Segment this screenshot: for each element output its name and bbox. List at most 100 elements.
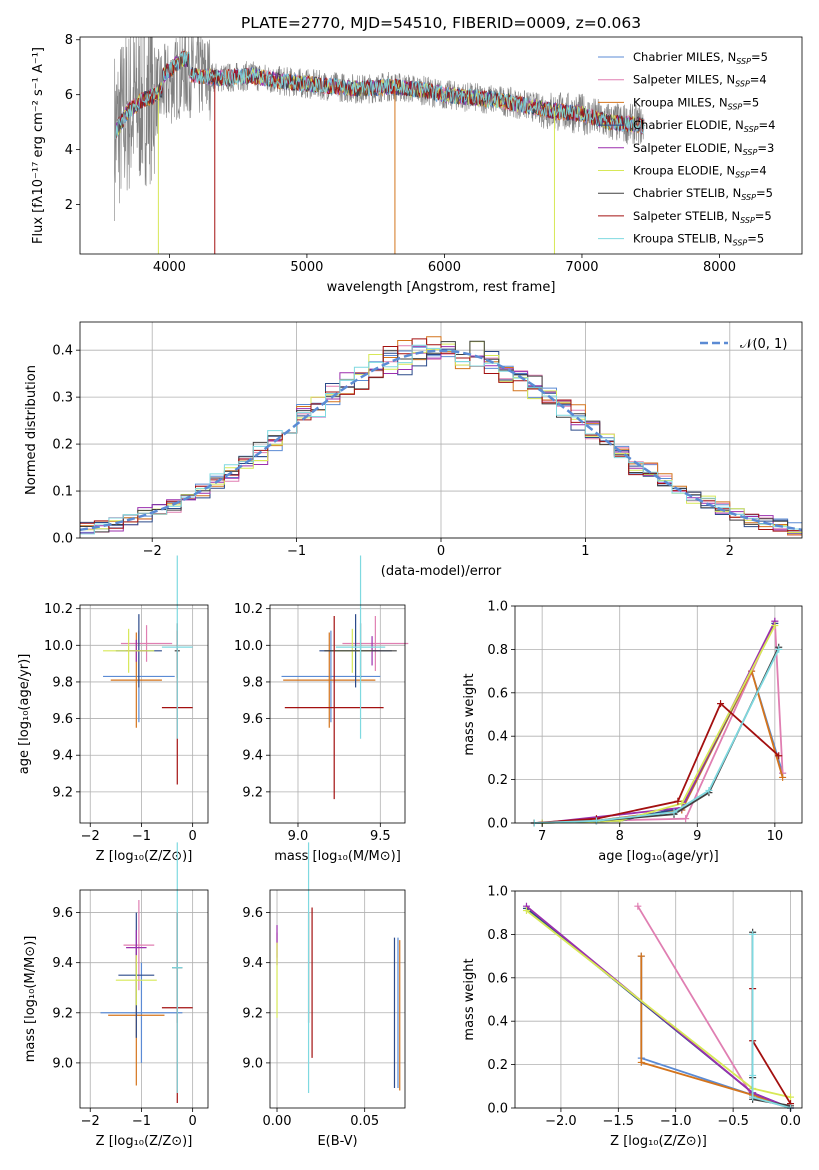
- weight-marker: [775, 752, 783, 760]
- y-tick-label: 9.2: [242, 1006, 263, 1021]
- x-tick-label: −2: [81, 829, 100, 844]
- weight-marker: [749, 930, 757, 938]
- x-tick-label: 9.0: [288, 829, 309, 844]
- x-tick-label: 0.05: [350, 1114, 379, 1129]
- weight-line: [534, 646, 780, 824]
- y-tick-label: 0.8: [487, 643, 508, 658]
- weight-line: [534, 668, 784, 824]
- x-tick-label: −1.5: [603, 1114, 635, 1129]
- y-tick-label: 0.0: [52, 532, 73, 547]
- spectrum-panel: 4000 5000 6000 7000 8000 2 4 6 8 wavelength [Angs…: [31, 14, 803, 295]
- observed-spectrum: [114, 37, 646, 222]
- y-tick-label: 0.0: [487, 1102, 508, 1117]
- y-tick-label: 10.0: [44, 639, 73, 654]
- y-tick-label: 10.2: [44, 602, 73, 617]
- age_vs_Z-panel: −2 −1 0 9.2 9.4 9.6 9.8 10.0 10.2 Z [log₁₀(Z/Z⊙)]…: [17, 555, 209, 864]
- weight-line: [542, 622, 776, 824]
- y-tick-label: 0.6: [487, 971, 508, 986]
- x-tick-label: 0.00: [263, 1114, 292, 1129]
- y-tick-label: 2: [65, 198, 73, 213]
- y-axis-label: Flux [fλ10⁻¹⁷ erg cm⁻² s⁻¹ A⁻¹]: [31, 47, 46, 244]
- y-tick-label: 9.8: [52, 675, 73, 690]
- y-tick-label: 6: [65, 88, 73, 103]
- y-tick-label: 9.4: [242, 956, 263, 971]
- x-tick-label: 0.0: [780, 1114, 801, 1129]
- x-tick-label: 4000: [153, 260, 186, 275]
- weight-marker: [522, 907, 530, 915]
- x-tick-label: 0: [188, 1114, 196, 1129]
- weight-marker: [779, 773, 787, 781]
- weight-marker: [670, 808, 678, 816]
- y-tick-label: 0.2: [487, 773, 508, 788]
- y-tick-label: 9.2: [52, 1006, 73, 1021]
- weight-marker: [771, 622, 779, 630]
- weight-marker: [634, 902, 642, 910]
- y-tick-label: 9.0: [52, 1056, 73, 1071]
- y-tick-label: 9.6: [52, 712, 73, 727]
- weight-marker: [637, 1058, 645, 1066]
- x-tick-label: −2: [81, 1114, 100, 1129]
- weight-line: [637, 905, 791, 1109]
- y-tick-label: 9.8: [242, 675, 263, 690]
- weight-line: [534, 668, 784, 824]
- weight-marker: [717, 700, 725, 708]
- axes-frame: [269, 889, 406, 1109]
- axes-frame: [514, 890, 803, 1109]
- y-tick-label: 1.0: [487, 600, 508, 615]
- x-tick-label: 1: [581, 544, 589, 559]
- y-tick-label: 0.4: [487, 730, 508, 745]
- weight_vs_Z-panel: −2.0 −1.5 −1.0 −0.5 0.0 0.0 0.2 0.4 0.6 0.8 1.0 Z […: [462, 885, 803, 1149]
- y-tick-label: 9.2: [52, 785, 73, 800]
- legend-label: Kroupa MILES, NSSP=5: [633, 95, 759, 111]
- y-tick-label: 9.4: [52, 749, 73, 764]
- weight-marker: [637, 952, 645, 960]
- axes-frame: [79, 36, 803, 255]
- age_vs_mass-panel: 9.0 9.5 9.2 9.4 9.6 9.8 10.0 10.2 mass [log₁₀(M/…: [234, 555, 409, 864]
- weight-line: [640, 956, 791, 1109]
- axes-frame: [79, 889, 209, 1109]
- mass_vs_EBV-panel: 0.00 0.05 9.0 9.2 9.4 9.6 E(B-V): [242, 842, 406, 1149]
- x-tick-label: −2: [143, 544, 162, 559]
- weight-line: [751, 988, 792, 1105]
- legend-label: Chabrier MILES, NSSP=5: [633, 50, 768, 66]
- x-tick-label: 0: [437, 544, 445, 559]
- weight-marker: [775, 645, 783, 653]
- x-tick-label: −1: [132, 829, 151, 844]
- y-tick-label: 0.1: [52, 485, 73, 500]
- y-axis-label: mass weight: [462, 958, 477, 1040]
- x-axis-label: E(B-V): [317, 1134, 357, 1149]
- y-tick-label: 9.6: [242, 906, 263, 921]
- weight-marker: [749, 1071, 757, 1079]
- x-tick-label: −0.5: [717, 1114, 749, 1129]
- normal-curve: [79, 349, 803, 532]
- y-axis-label: age [log₁₀(age/yr)]: [17, 654, 32, 775]
- x-axis-label: Z [log₁₀(Z/Z⊙)]: [96, 849, 193, 864]
- y-tick-label: 0.4: [487, 1015, 508, 1030]
- y-tick-label: 4: [65, 143, 73, 158]
- legend-label: Salpeter STELIB, NSSP=5: [633, 209, 772, 225]
- legend-label: Kroupa ELODIE, NSSP=4: [633, 164, 767, 180]
- x-tick-label: 9: [693, 829, 701, 844]
- x-axis-label: mass [log₁₀(M/M⊙)]: [274, 849, 401, 864]
- x-tick-label: 10: [767, 829, 784, 844]
- y-tick-label: 10.0: [234, 639, 263, 654]
- axes-frame: [514, 605, 803, 824]
- x-tick-label: 2: [726, 544, 734, 559]
- x-tick-label: −1: [287, 544, 306, 559]
- y-tick-label: 9.4: [52, 956, 73, 971]
- weight-marker: [678, 799, 686, 807]
- y-tick-label: 9.4: [242, 749, 263, 764]
- y-tick-label: 8: [65, 33, 73, 48]
- x-tick-label: 6000: [428, 260, 461, 275]
- y-axis-label: Normed distribution: [24, 365, 39, 495]
- x-tick-label: 5000: [290, 260, 323, 275]
- spectrum-lines: [114, 37, 646, 254]
- mass_vs_Z-panel: −2 −1 0 9.0 9.2 9.4 9.6 Z [log₁₀(Z/Z⊙)] mass [lo…: [23, 842, 209, 1149]
- axes-frame: [269, 604, 406, 824]
- y-tick-label: 9.0: [242, 1056, 263, 1071]
- weight-marker: [787, 1093, 795, 1101]
- x-tick-label: −2.0: [545, 1114, 577, 1129]
- x-axis-label: (data-model)/error: [381, 564, 502, 579]
- x-tick-label: −1: [132, 1114, 151, 1129]
